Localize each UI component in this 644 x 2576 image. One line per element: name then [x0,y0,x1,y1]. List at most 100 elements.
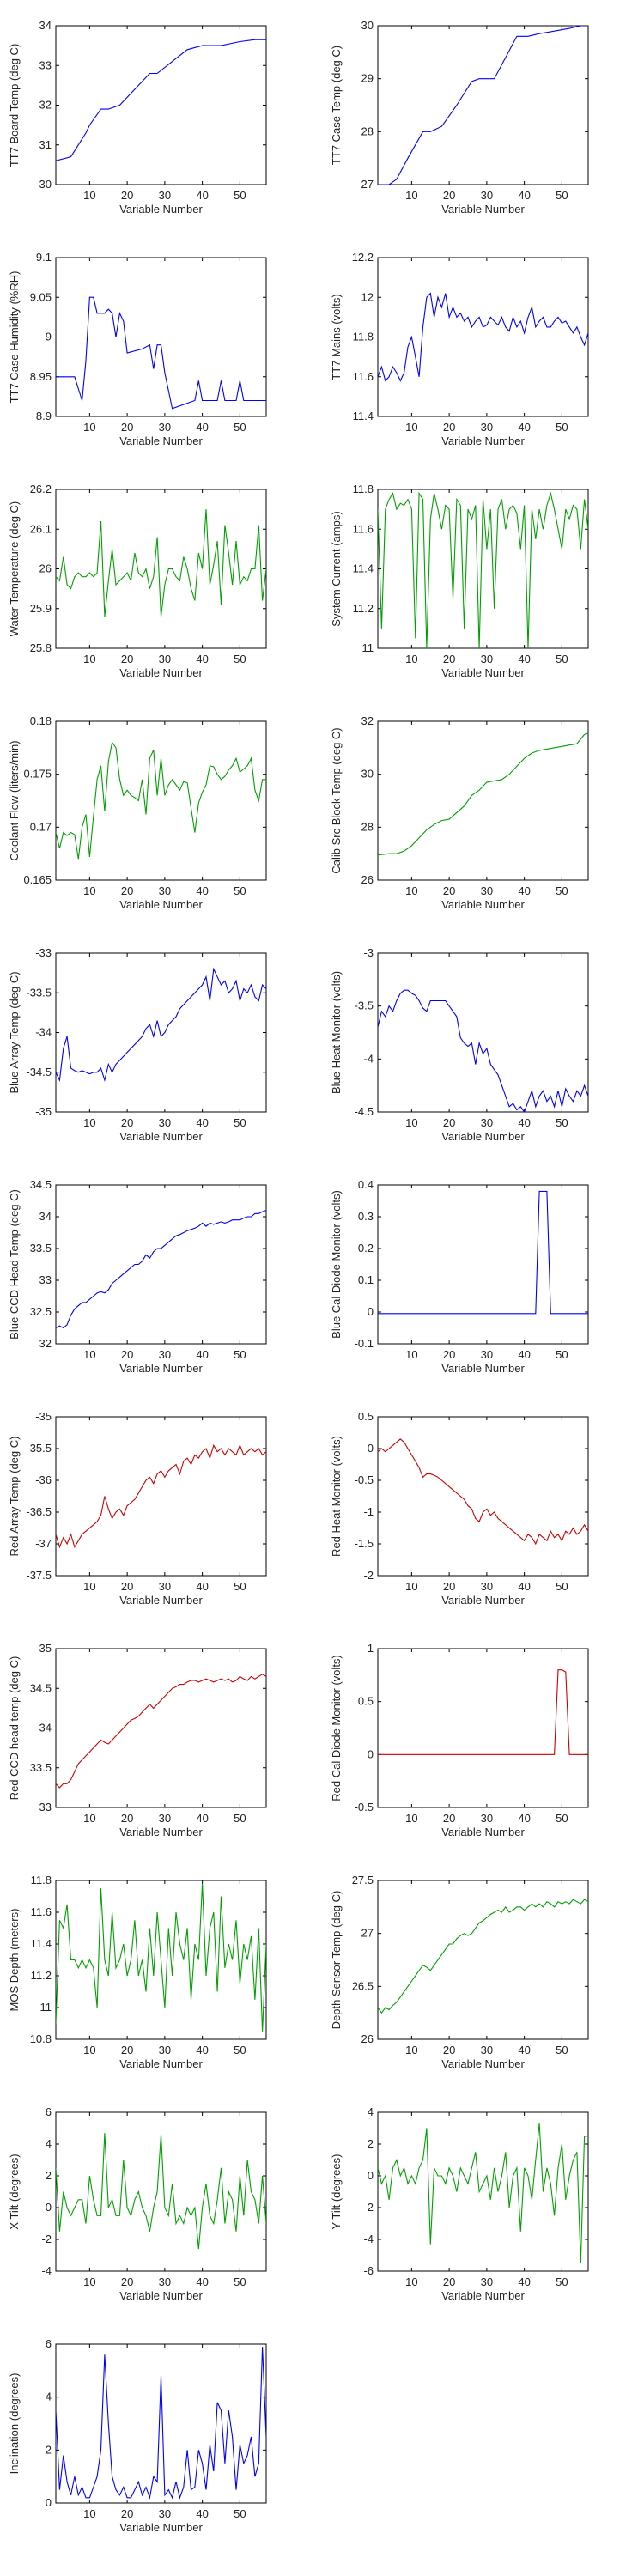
y-tick-label: 26 [39,562,52,575]
chart-svg-20: 10 20 30 40 50 -6 -4 -2 0 2 4 Variable Number Y Tilt… [330,2105,589,2302]
plot-frame [55,1880,267,2040]
chart-panel-19: 10 20 30 40 50 -4 -2 0 2 4 6 Variable Number X Tilt … [0,2087,322,2318]
y-tick-label: 26 [361,2032,374,2045]
chart-panel-14: 10 20 30 40 50 -2 -1.5 -1 -0.5 0 0.5 Variable Numbe… [322,1391,644,1623]
x-tick-label: 50 [234,2044,246,2057]
y-axis-label: Depth Sensor Temp (deg C) [330,1891,343,2030]
x-axis-label: Variable Number [119,2521,203,2534]
y-tick-label: 0.5 [358,1410,374,1423]
x-tick-label: 50 [234,2275,246,2288]
y-tick-label: -4 [363,2233,374,2245]
x-tick-label: 30 [481,421,493,434]
y-tick-label: -2 [41,2233,52,2245]
x-tick-label: 10 [83,1116,95,1129]
x-tick-label: 10 [405,2275,417,2288]
y-tick-label: 0.2 [358,1242,374,1255]
y-tick-label: 8.9 [36,410,52,422]
x-tick-label: 50 [556,1116,568,1129]
series-line-1 [378,1190,588,1315]
y-tick-label: 11.4 [353,410,374,422]
y-tick-label: 0 [368,2169,374,2182]
chart-svg-1: 10 20 30 40 50 30 31 32 33 34 Variable Number TT7 B… [8,19,267,216]
y-axis-label: Blue CCD Head Temp (deg C) [8,1189,21,1340]
y-tick-label: 34.5 [30,1681,52,1694]
x-tick-label: 50 [234,189,246,202]
y-tick-label: 0 [368,1747,374,1760]
chart-panel-18: 10 20 30 40 50 26 26.5 27 27.5 Variable Number Dep… [322,1855,644,2087]
plot-frame [55,720,267,881]
x-tick-label: 20 [443,653,455,665]
x-axis-label: Variable Number [119,203,203,216]
x-axis-label: Variable Number [441,2057,525,2070]
x-tick-label: 40 [518,1116,530,1129]
x-tick-label: 20 [443,2044,455,2057]
plot-frame [55,952,267,1113]
x-tick-label: 40 [196,653,208,665]
plot-frame [377,1416,589,1577]
chart-svg-7: 10 20 30 40 50 0.165 0.17 0.175 0.18 Variable Num… [8,714,267,911]
y-tick-label: 0.18 [30,714,52,727]
y-tick-label: -37.5 [26,1569,52,1582]
x-tick-label: 10 [83,421,95,434]
y-tick-label: 0.1 [358,1273,374,1286]
x-tick-label: 30 [159,2507,171,2520]
y-axis-label: Blue Cal Diode Monitor (volts) [330,1190,343,1339]
y-tick-label: 25.9 [30,602,52,615]
x-tick-label: 30 [481,884,493,897]
x-tick-label: 40 [196,2507,208,2520]
chart-svg-8: 10 20 30 40 50 26 28 30 32 Variable Number Calib S… [330,714,589,911]
x-axis-label: Variable Number [119,434,203,447]
x-tick-label: 20 [121,2507,133,2520]
y-tick-label: 4 [46,2137,52,2150]
x-tick-label: 20 [443,1348,455,1361]
y-tick-label: -1.5 [355,1537,374,1550]
plot-frame [377,1184,589,1345]
y-tick-label: -0.5 [355,1473,374,1486]
y-tick-label: 2 [46,2169,52,2182]
chart-panel-10: 10 20 30 40 50 -4.5 -4 -3.5 -3 Variable Number Blu… [322,927,644,1159]
x-tick-label: 10 [83,2044,95,2057]
series-line-1 [378,989,588,1112]
x-tick-label: 50 [234,884,246,897]
y-tick-label: -3.5 [355,999,374,1012]
x-axis-label: Variable Number [119,1130,203,1143]
x-tick-label: 20 [443,1116,455,1129]
series-line-1 [56,1883,266,2032]
x-tick-label: 30 [159,1812,171,1825]
chart-svg-13: 10 20 30 40 50 -37.5 -37 -36.5 -36 -35.5 -35 Variab… [8,1410,267,1607]
x-tick-label: 30 [159,1116,171,1129]
chart-panel-6: 10 20 30 40 50 11 11.2 11.4 11.6 11.8 Variable Num… [322,464,644,696]
y-tick-label: -4 [41,2264,52,2277]
x-tick-label: 30 [481,1580,493,1593]
y-tick-label: 35 [39,1642,52,1655]
y-tick-label: -6 [363,2264,374,2277]
x-tick-label: 30 [159,653,171,665]
chart-panel-1: 10 20 30 40 50 30 31 32 33 34 Variable Number TT7 B… [0,0,322,232]
y-axis-label: Red CCD head temp (deg C) [8,1656,21,1801]
x-axis-label: Variable Number [441,2289,525,2302]
y-tick-label: 0.4 [358,1178,374,1191]
plot-frame [55,2111,267,2272]
chart-panel-5: 10 20 30 40 50 25.8 25.9 26 26.1 26.2 Variable Num… [0,464,322,696]
series-line-1 [378,292,588,382]
x-tick-label: 50 [556,2044,568,2057]
chart-panel-3: 10 20 30 40 50 8.9 8.95 9 9.05 9.1 Variable Number… [0,232,322,464]
plot-frame [377,952,589,1113]
y-tick-label: 33 [39,1273,52,1286]
y-axis-label: TT7 Mains (volts) [330,294,343,380]
y-tick-label: 4 [368,2105,374,2118]
y-tick-label: -4 [363,1052,374,1065]
y-tick-label: 29 [361,72,374,85]
x-tick-label: 20 [121,653,133,665]
y-tick-label: 34.5 [30,1178,52,1191]
y-tick-label: 0.17 [30,820,52,833]
y-tick-label: 11.2 [353,602,374,615]
x-axis-label: Variable Number [119,1826,203,1838]
y-tick-label: 10.8 [30,2032,52,2045]
chart-panel-16: 10 20 30 40 50 -0.5 0 0.5 1 Variable Number Red Ca… [322,1623,644,1855]
x-tick-label: 50 [556,1812,568,1825]
x-tick-label: 30 [481,1812,493,1825]
x-tick-label: 20 [443,884,455,897]
y-tick-label: 0 [368,1305,374,1318]
y-tick-label: 28 [361,820,374,833]
